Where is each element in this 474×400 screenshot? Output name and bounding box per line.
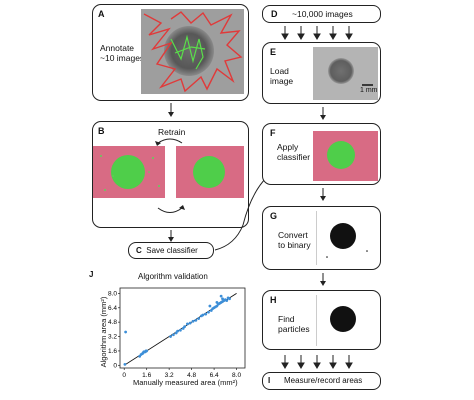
panel-h-text-line1: Find — [278, 314, 295, 324]
retrain-arrow-top — [155, 138, 183, 146]
arrow-e-to-f — [320, 107, 326, 120]
y-tick-label: 4.8 — [108, 319, 117, 326]
arrow-g-to-h — [320, 273, 326, 286]
arrows-d-to-e — [281, 26, 353, 40]
panel-f-letter: F — [270, 128, 276, 138]
panel-i-letter: I — [268, 376, 271, 385]
retrain-arrow-bottom — [157, 205, 185, 213]
y-tick-label: 1.6 — [108, 348, 117, 355]
arrow-f-to-g — [320, 188, 326, 201]
validation-scatter-chart: 00 1.6 1.6 3.2 3.2 4.8 4.8 6.4 6.4 8.0 8.0 — [108, 287, 246, 379]
data-point — [225, 299, 229, 302]
panel-i-text: Measure/record areas — [284, 376, 363, 385]
data-point — [219, 294, 223, 298]
panel-c — [128, 242, 214, 259]
annotated-colony-image — [141, 9, 244, 94]
scale-bar-label: 1 mm — [360, 87, 378, 94]
y-tick-label: 0 — [113, 362, 117, 369]
panel-i — [262, 372, 381, 390]
panel-g-text-line2: to binary — [278, 240, 311, 250]
panel-h-letter: H — [270, 295, 277, 305]
raw-colony-image — [313, 47, 378, 100]
data-point — [215, 300, 219, 304]
raw-colony — [328, 58, 354, 84]
retrain-label: Retrain — [158, 127, 186, 137]
data-point — [228, 297, 231, 301]
panel-c-letter: C — [136, 246, 142, 255]
data-point — [194, 318, 198, 322]
classifier-result-image-2 — [176, 146, 244, 198]
panel-a-letter: A — [98, 9, 105, 19]
data-point — [188, 321, 192, 325]
panel-e-text-line1: Load — [270, 66, 289, 76]
y-tick-label: 6.4 — [108, 305, 117, 312]
panel-h-text-line2: particles — [278, 324, 310, 334]
data-point — [124, 330, 128, 334]
data-point — [171, 333, 175, 337]
classifier-result-image-1 — [93, 146, 165, 198]
arrow-a-to-b — [168, 103, 174, 117]
panel-c-label: C Save classifier — [136, 246, 198, 256]
panel-a-text-line2: ~10 images — [100, 53, 145, 63]
x-tick-label: 1.6 — [142, 372, 151, 379]
binary-image — [316, 211, 378, 265]
plot-frame — [119, 287, 246, 369]
panel-c-text: Save classifier — [146, 246, 198, 255]
data-point — [191, 319, 195, 323]
scale-bar — [362, 84, 373, 86]
data-point — [204, 312, 208, 316]
x-tick-label: 6.4 — [210, 372, 219, 379]
panel-b-letter: B — [98, 126, 105, 136]
data-point — [197, 317, 201, 320]
panel-g-text-line1: Convert — [278, 230, 308, 240]
panel-a-text-line1: Annotate — [100, 43, 135, 53]
data-point — [178, 328, 182, 332]
x-tick-label: 4.8 — [187, 372, 196, 379]
data-point — [186, 322, 189, 326]
annotation-strokes — [143, 11, 243, 93]
arrows-h-to-i — [281, 355, 353, 369]
data-point — [207, 310, 210, 314]
classified-colony — [327, 141, 355, 169]
data-point — [145, 349, 149, 353]
y-tick-label: 8.0 — [108, 290, 117, 297]
classified-image — [313, 131, 378, 181]
classified-colony-1 — [100, 155, 160, 191]
chart-x-label: Manually measured area (mm²) — [133, 378, 238, 387]
panel-j-letter: J — [89, 270, 94, 279]
data-point — [183, 325, 187, 329]
chart-title: Algorithm validation — [138, 272, 208, 281]
classified-colony-2 — [193, 156, 225, 188]
data-point — [208, 304, 212, 308]
panel-d-letter: D — [271, 9, 278, 19]
particles-image — [316, 295, 378, 346]
binary-colony — [326, 223, 368, 258]
x-tick-label: 8.0 — [232, 372, 241, 379]
x-tick-label: 0 — [122, 372, 126, 379]
panel-f-text-line1: Apply — [277, 142, 299, 152]
data-point — [201, 313, 205, 317]
arrow-b-to-c — [168, 230, 174, 242]
x-tick-label: 3.2 — [165, 372, 174, 379]
data-point — [176, 329, 179, 333]
panel-d-text: ~10,000 images — [292, 9, 353, 19]
panel-d — [262, 5, 381, 23]
data-point — [123, 363, 127, 366]
panel-e-text-line2: image — [270, 76, 294, 86]
data-point — [169, 335, 172, 338]
data-point — [221, 297, 224, 301]
panel-e-letter: E — [270, 47, 277, 57]
particle-colony — [330, 306, 356, 332]
panel-f-text-line2: classifier — [277, 152, 311, 162]
panel-g-letter: G — [270, 211, 278, 221]
y-tick-label: 3.2 — [108, 334, 117, 341]
